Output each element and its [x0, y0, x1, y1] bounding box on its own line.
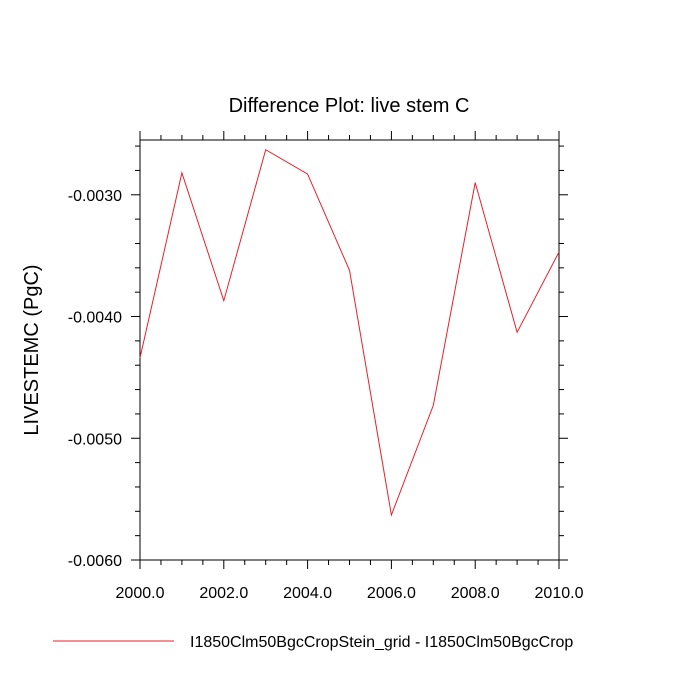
x-axis-ticks: 2000.0 2002.0 2004.0 2006.0 2008.0 2010.0 — [116, 131, 584, 602]
plot-frame — [139, 139, 560, 561]
series-line — [139, 148, 560, 517]
x-tick-label: 2000.0 — [116, 585, 165, 602]
y-axis-label: LIVESTEMC (PgC) — [21, 264, 43, 435]
x-tick-label: 2002.0 — [199, 585, 248, 602]
legend: I1850Clm50BgcCropStein_grid - I1850Clm50… — [53, 634, 573, 651]
x-tick-label: 2006.0 — [367, 585, 416, 602]
y-tick-label: -0.0060 — [68, 553, 122, 570]
y-tick-label: -0.0050 — [68, 431, 122, 448]
x-tick-label: 2008.0 — [451, 585, 500, 602]
y-tick-label: -0.0030 — [68, 188, 122, 205]
y-tick-label: -0.0040 — [68, 310, 122, 327]
series-layer — [139, 148, 560, 517]
legend-entry-label: I1850Clm50BgcCropStein_grid - I1850Clm50… — [190, 634, 573, 651]
x-tick-label: 2010.0 — [535, 585, 584, 602]
chart-title: Difference Plot: live stem C — [229, 95, 470, 117]
x-tick-label: 2004.0 — [283, 585, 332, 602]
y-axis-ticks: -0.0030 -0.0040 -0.0050 -0.0060 — [68, 145, 568, 570]
